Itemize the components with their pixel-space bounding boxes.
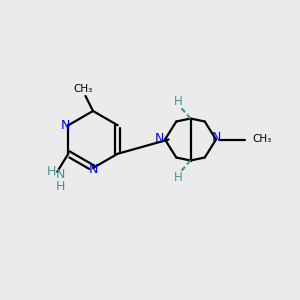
Text: N: N <box>155 131 164 145</box>
Text: H: H <box>174 171 183 184</box>
Text: N: N <box>56 168 65 181</box>
Text: CH₃: CH₃ <box>73 83 92 94</box>
Text: H: H <box>174 95 183 108</box>
Text: N: N <box>88 163 98 176</box>
Text: CH₃: CH₃ <box>252 134 271 144</box>
Text: N: N <box>61 119 70 132</box>
Text: H: H <box>47 165 56 178</box>
Text: H: H <box>56 180 65 193</box>
Text: N: N <box>211 130 221 144</box>
